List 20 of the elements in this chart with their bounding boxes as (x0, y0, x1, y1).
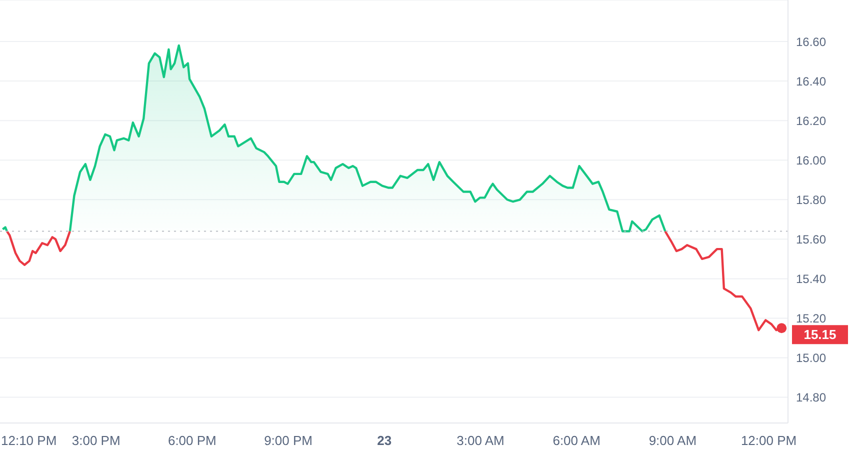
x-tick-label: 9:00 AM (648, 433, 697, 448)
data-label: 15.15 (804, 327, 836, 342)
x-tick-label: 12:10 PM (1, 433, 57, 448)
x-tick-label: 3:00 AM (456, 433, 504, 448)
y-tick-label: 16.60 (796, 34, 826, 49)
y-tick-label: 15.80 (796, 192, 826, 207)
y-tick-label: 16.20 (796, 114, 826, 128)
x-tick-label: 12:00 PM (740, 433, 797, 448)
y-tick-label: 15.00 (796, 351, 826, 366)
y-tick-label: 16.40 (796, 74, 826, 88)
y-tick-label: 15.40 (796, 272, 826, 286)
y-tick-label: 14.80 (796, 390, 826, 405)
y-tick-label: 15.60 (796, 232, 826, 246)
y-tick-label: 15.20 (796, 312, 826, 326)
x-tick-label: 3:00 PM (72, 433, 120, 448)
y-tick-label: 16.00 (796, 153, 826, 168)
x-tick-label: 9:00 PM (264, 433, 313, 448)
x-tick-label: 6:00 AM (552, 433, 600, 448)
x-tick-label: 6:00 PM (168, 433, 216, 448)
x-tick-label: 23 (377, 433, 392, 448)
